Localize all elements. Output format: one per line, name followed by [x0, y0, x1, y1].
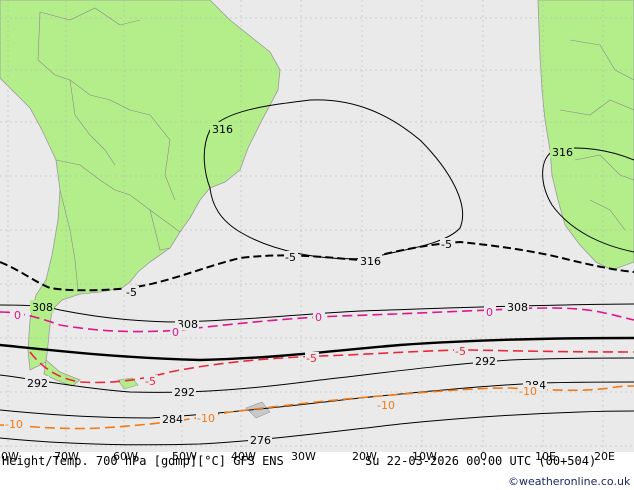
temp-label-minus5-red-west: -5: [145, 375, 156, 388]
lon-label-60w: 60W: [113, 450, 138, 463]
height-contour-316-africa: [542, 147, 634, 253]
lon-label-40w: 40W: [231, 450, 256, 463]
temp-isotherm-minus10: [0, 385, 634, 430]
credit-text: ©weatheronline.co.uk: [508, 475, 631, 488]
longitude-labels: 80W 70W 60W 50W 40W 30W 20W 10W 0 10E 20…: [0, 450, 615, 463]
temp-isotherm-minus5-black: [0, 240, 634, 292]
height-label-292-center: 292: [174, 386, 195, 399]
country-borders: [37, 7, 634, 291]
lon-label-20e: 20E: [594, 450, 615, 463]
temp-label-zero-center: 0: [172, 326, 179, 339]
temp-label-zero-east: 0: [486, 306, 493, 319]
height-contour-316-atlantic: [203, 99, 464, 260]
height-contour-308: [0, 303, 634, 323]
lon-label-10w: 10W: [412, 450, 437, 463]
lon-label-10e: 10E: [535, 450, 556, 463]
temp-label-minus10-mid: -10: [377, 399, 395, 412]
temp-label-zero-west: 0: [14, 309, 21, 322]
lon-label-80w: 80W: [0, 450, 19, 463]
height-label-316-africa: 316: [552, 146, 573, 159]
lon-label-30w: 30W: [291, 450, 316, 463]
height-contour-276: [0, 410, 634, 446]
lon-label-50w: 50W: [172, 450, 197, 463]
falkland-islands-land: [117, 377, 139, 390]
map-title: Height/Temp. 700 hPa [gdmp][°C] GFS ENS: [2, 454, 284, 468]
height-label-308-west: 308: [32, 301, 53, 314]
height-label-316-atlantic: 316: [360, 255, 381, 268]
height-label-284-center: 284: [162, 413, 183, 426]
antarctic-peninsula-land: [245, 401, 271, 419]
temp-label-minus5-black-center: -5: [285, 251, 296, 264]
height-label-308-east: 308: [507, 301, 528, 314]
height-label-308-center: 308: [177, 318, 198, 331]
temp-label-minus5-red-east: -5: [455, 345, 466, 358]
height-label-316-brazil: 316: [212, 123, 233, 136]
lon-label-70w: 70W: [54, 450, 79, 463]
valid-time: Su 22-03-2026 00:00 UTC (00+504): [365, 454, 596, 468]
temp-label-minus10-center: -10: [197, 412, 215, 425]
temp-label-minus5-black-east: -5: [441, 238, 452, 251]
temp-label-minus10-west: -10: [5, 418, 23, 431]
south-america-land: [0, 0, 281, 371]
temp-label-minus10-east: -10: [519, 385, 537, 398]
temp-label-zero-mid: 0: [315, 311, 322, 324]
temp-isotherm-zero: [0, 307, 634, 333]
height-label-292-west: 292: [27, 377, 48, 390]
height-label-276: 276: [250, 434, 271, 447]
temp-isotherm-minus5-red: [29, 349, 634, 384]
height-contour-292: [0, 357, 634, 393]
southern-africa-land: [537, 0, 634, 271]
height-label-292-east: 292: [475, 355, 496, 368]
graticule: [0, 0, 634, 452]
temp-label-minus5-black-west: -5: [126, 286, 137, 299]
temp-label-minus5-red-center: -5: [306, 352, 317, 365]
temperature-labels: -5 -5 -5 0 0 0 0 -5 -5 -5 -10 -10 -10 -1…: [4, 238, 540, 431]
lon-label-0: 0: [480, 450, 487, 463]
lon-label-20w: 20W: [352, 450, 377, 463]
